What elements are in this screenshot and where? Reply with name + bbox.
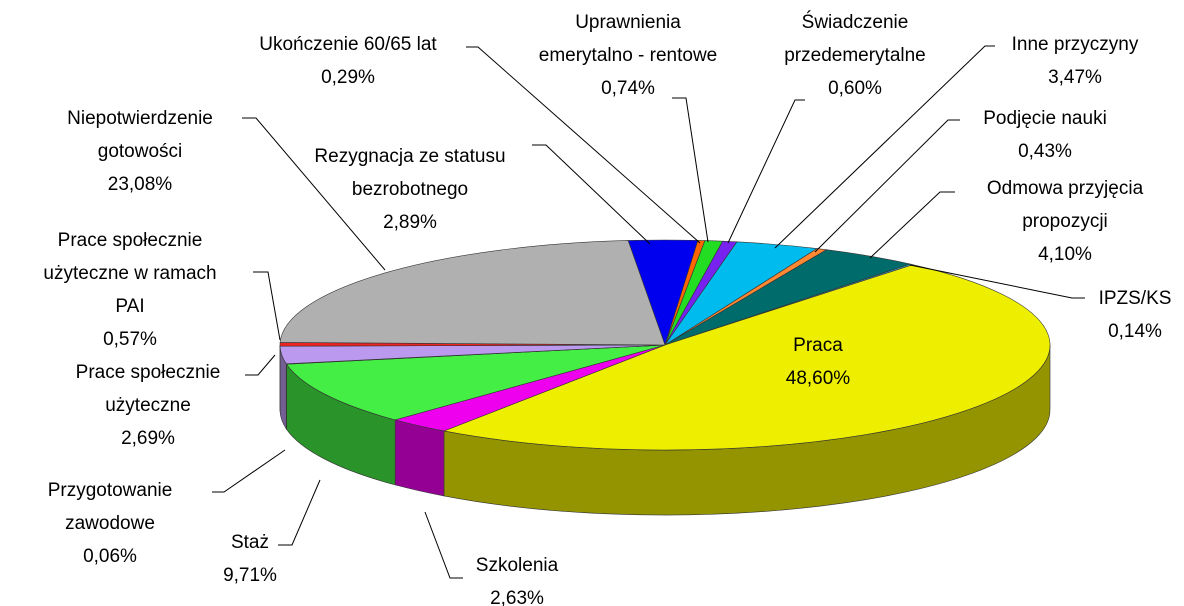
data-label: IPZS/KS 0,14%: [985, 282, 1184, 348]
slice-name: Świadczenie przedemerytalne: [784, 12, 926, 66]
leader-line: [253, 271, 281, 341]
leader-line: [774, 45, 995, 249]
pie-sides: [279, 344, 1051, 516]
pie-slice-side: [394, 419, 445, 497]
data-label: Rezygnacja ze statusu bezrobotnego 2,89%: [260, 140, 560, 239]
slice-name: Odmowa przyjęcia propozycji: [986, 178, 1144, 232]
data-label: Świadczenie przedemerytalne 0,60%: [705, 6, 1005, 105]
pie-slice: [285, 344, 666, 421]
slice-name: Szkolenia: [475, 555, 559, 576]
slice-value: 4,10%: [1038, 244, 1092, 265]
slice-value: 0,60%: [828, 78, 882, 99]
data-label: Ukończenie 60/65 lat 0,29%: [198, 28, 498, 94]
data-label: Podjęcie nauki 0,43%: [895, 102, 1184, 168]
slice-name: Przygotowanie zawodowe: [47, 480, 173, 534]
slice-value: 0,06%: [83, 546, 137, 567]
slice-name: Rezygnacja ze statusu bezrobotnego: [314, 146, 506, 200]
data-label: Niepotwierdzenie gotowości 23,08%: [0, 102, 290, 201]
slice-name: Inne przyczyny: [1011, 34, 1139, 55]
leader-line: [869, 191, 955, 259]
slice-name: Ukończenie 60/65 lat: [259, 34, 437, 55]
slice-name: Prace społecznie użyteczne: [75, 362, 221, 416]
leader-line: [242, 117, 386, 271]
slice-name: Podjęcie nauki: [983, 108, 1107, 129]
leader-line: [278, 479, 321, 546]
data-label: Staż 9,71%: [100, 526, 400, 592]
slice-value: 0,29%: [321, 67, 375, 88]
data-label: Inne przyczyny 3,47%: [925, 28, 1184, 94]
slice-value: 0,74%: [601, 78, 655, 99]
data-label: Prace społecznie użyteczne w ramach PAI 0…: [0, 224, 280, 356]
slice-value: 2,63%: [490, 588, 544, 606]
leader-line: [532, 144, 651, 245]
pie-slice: [442, 264, 1051, 451]
slice-value: 9,71%: [223, 565, 277, 586]
slice-name: Uprawnienia emerytalno - rentowe: [538, 12, 718, 66]
slice-value: 48,60%: [785, 368, 851, 389]
slice-name: IPZS/KS: [1098, 288, 1172, 309]
leader-line: [245, 354, 276, 376]
pie-slice: [279, 240, 666, 346]
slice-value: 0,14%: [1108, 321, 1162, 342]
slice-value: 2,89%: [383, 212, 437, 233]
slice-value: 23,08%: [107, 174, 173, 195]
leader-line: [909, 264, 1085, 299]
leader-lines: [212, 45, 1085, 579]
pie-tops: [279, 239, 1051, 451]
leader-line: [212, 449, 286, 493]
slice-value: 2,69%: [121, 428, 175, 449]
leader-line: [814, 119, 960, 253]
data-label: Prace społecznie użyteczne 2,69%: [0, 356, 298, 455]
slice-name: Staż: [230, 532, 270, 553]
slice-value: 3,47%: [1048, 67, 1102, 88]
leader-line: [466, 46, 701, 244]
data-label: Praca 48,60%: [668, 329, 968, 395]
slice-name: Praca: [793, 335, 843, 356]
leader-line: [424, 511, 463, 579]
data-label: Uprawnienia emerytalno - rentowe 0,74%: [478, 6, 778, 105]
leader-line: [672, 97, 709, 243]
leader-line: [727, 99, 805, 244]
data-label: Odmowa przyjęcia propozycji 4,10%: [915, 172, 1184, 271]
slice-value: 0,57%: [103, 329, 157, 350]
data-label: Przygotowanie zawodowe 0,06%: [0, 474, 260, 573]
slice-name: Niepotwierdzenie gotowości: [67, 108, 213, 162]
slice-value: 0,43%: [1018, 141, 1072, 162]
data-label: Szkolenia 2,63%: [367, 549, 667, 606]
slice-name: Prace społecznie użyteczne w ramach PAI: [43, 230, 217, 317]
